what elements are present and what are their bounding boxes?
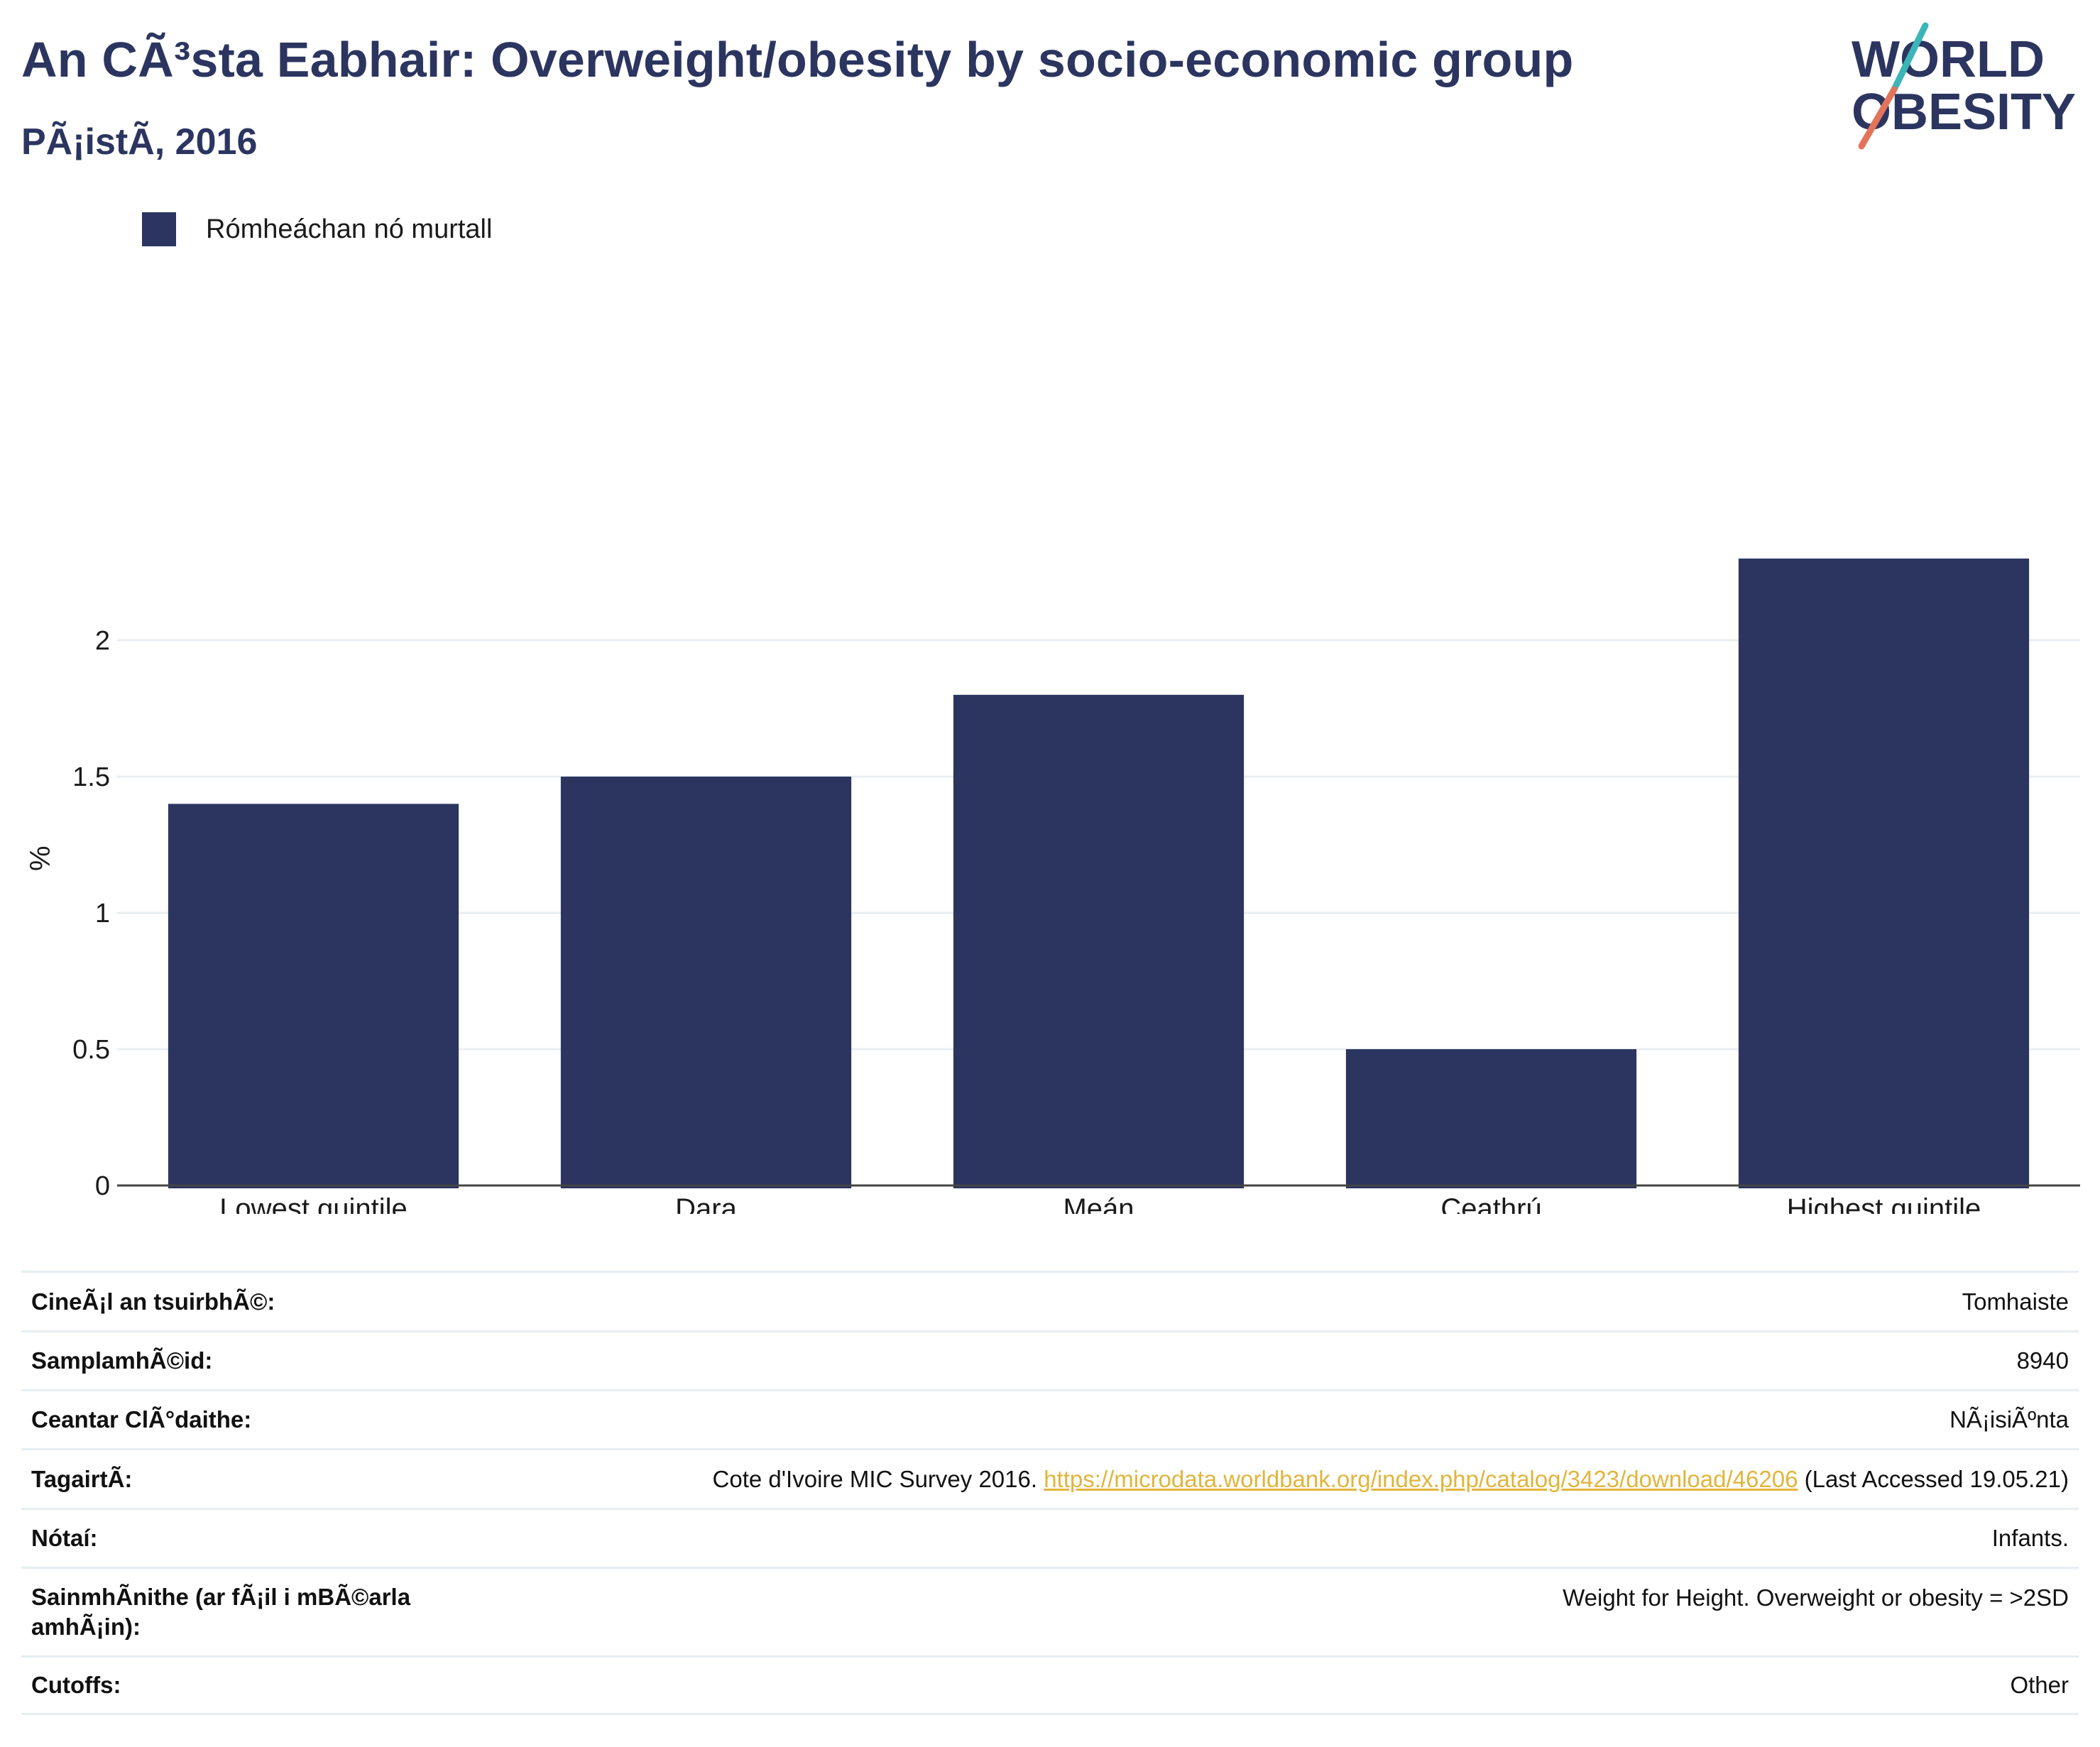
bar — [560, 777, 852, 1188]
y-tick-label: 2 — [95, 626, 110, 656]
y-tick-label: 1 — [95, 899, 110, 929]
meta-key: CineÃ¡l an tsuirbhÃ©: — [31, 1288, 275, 1315]
chart-title: An CÃ³sta Eabhair: Overweight/obesity by… — [21, 32, 1574, 87]
logo-line2: OBESITY — [1852, 84, 2076, 141]
x-tick-label: Dara — [675, 1193, 737, 1214]
bar — [1345, 1049, 1637, 1188]
bar — [168, 804, 459, 1188]
meta-key: SamplamhÃ©id: — [31, 1347, 213, 1374]
meta-value: Infants. — [1991, 1525, 2069, 1551]
meta-value: 8940 — [2016, 1347, 2069, 1374]
reference-link[interactable]: https://microdata.worldbank.org/index.ph… — [1044, 1465, 1798, 1492]
meta-row-area-covered: Ceantar ClÃ°daithe: NÃ¡isiÃºnta — [21, 1389, 2079, 1448]
meta-key: SainmhÃnithe (ar fÃ¡il i mBÃ©arla amhÃ¡i… — [31, 1584, 411, 1640]
meta-row-reference: TagairtÃ: Cote d'Ivoire MIC Survey 2016.… — [21, 1448, 2079, 1508]
meta-key: Cutoffs: — [31, 1672, 121, 1698]
legend: Rómheáchan nó murtall — [142, 212, 492, 247]
y-axis-title: % — [25, 845, 56, 871]
legend-label: Rómheáchan nó murtall — [206, 214, 493, 244]
reference-prefix: Cote d'Ivoire MIC Survey 2016. — [712, 1465, 1044, 1492]
x-tick-label: Ceathrú — [1440, 1193, 1541, 1214]
meta-key: Ceantar ClÃ°daithe: — [31, 1406, 252, 1433]
bar — [953, 694, 1245, 1188]
y-tick-label: 1.5 — [72, 762, 110, 792]
meta-row-survey-type: CineÃ¡l an tsuirbhÃ©: Tomhaiste — [21, 1271, 2079, 1330]
reference-suffix: (Last Accessed 19.05.21) — [1798, 1465, 2069, 1492]
meta-value: Cote d'Ivoire MIC Survey 2016. https://m… — [713, 1464, 2069, 1494]
meta-value: NÃ¡isiÃºnta — [1949, 1406, 2069, 1433]
meta-key: TagairtÃ: — [31, 1465, 133, 1492]
meta-row-definitions: SainmhÃnithe (ar fÃ¡il i mBÃ©arla amhÃ¡i… — [21, 1567, 2079, 1655]
x-tick-label: Lowest quintile — [219, 1193, 408, 1214]
world-obesity-logo: WORLD OBESITY — [1852, 22, 2076, 150]
meta-value: Tomhaiste — [1962, 1288, 2069, 1315]
meta-row-cutoffs: Cutoffs: Other — [21, 1655, 2079, 1715]
y-tick-label: 0.5 — [72, 1035, 110, 1065]
bar — [1738, 558, 2030, 1188]
chart-subtitle: PÃ¡istÃ, 2016 — [21, 121, 258, 163]
meta-value: Other — [2010, 1672, 2069, 1698]
logo-line1: WORLD — [1852, 31, 2045, 88]
meta-row-notes: Nótaí: Infants. — [21, 1508, 2079, 1567]
x-tick-label: Meán — [1063, 1193, 1134, 1214]
y-tick-label: 0 — [95, 1171, 110, 1201]
x-tick-label: Highest quintile — [1787, 1193, 1981, 1214]
metadata-table: CineÃ¡l an tsuirbhÃ©: Tomhaiste Samplamh… — [21, 1271, 2079, 1715]
logo-slash-top — [1891, 22, 1929, 93]
bar-chart: 0 0.5 1 1.5 2% Lowest quintile Dara Meán Ceathrú… — [25, 558, 2080, 1214]
logo-slash-bottom — [1858, 86, 1898, 150]
meta-row-sample-size: SamplamhÃ©id: 8940 — [21, 1330, 2079, 1389]
meta-value: Weight for Height. Overweight or obesity… — [1563, 1584, 2069, 1611]
meta-key: Nótaí: — [31, 1525, 98, 1551]
legend-swatch — [142, 212, 176, 246]
